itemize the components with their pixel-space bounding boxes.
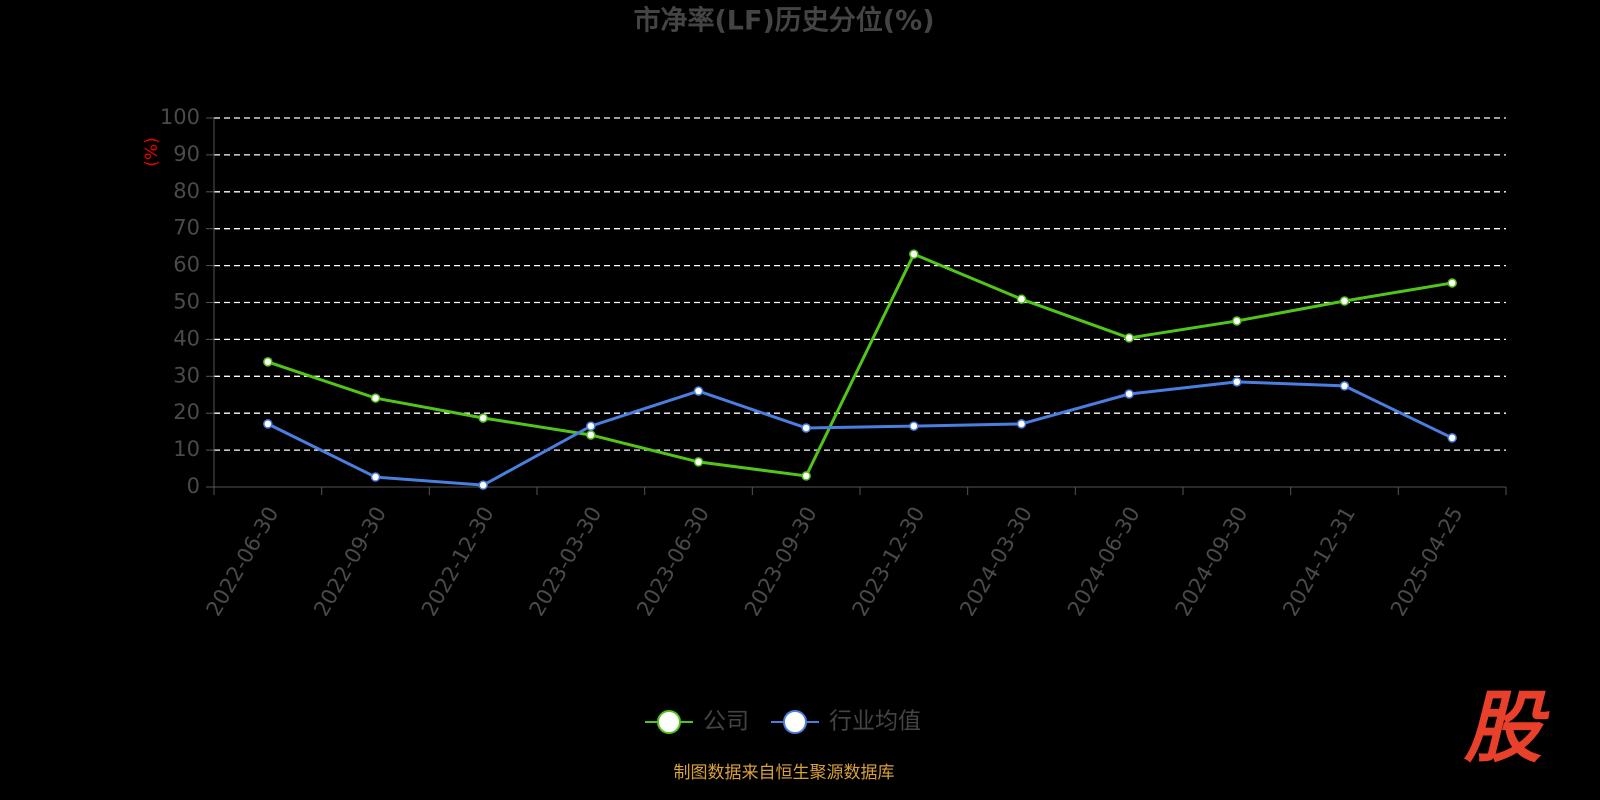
point <box>801 423 811 433</box>
x-tick-label: 2024-03-30 <box>955 503 1037 621</box>
point <box>909 421 919 431</box>
y-tick-label: 80 <box>173 179 200 203</box>
legend-marker <box>657 710 681 734</box>
y-tick-label: 10 <box>173 437 200 461</box>
y-tick-label: 40 <box>173 326 200 350</box>
point <box>1339 296 1350 306</box>
y-tick-label: 30 <box>173 363 200 387</box>
point <box>370 393 381 403</box>
series-line <box>267 380 1453 487</box>
y-tick-label: 20 <box>173 400 200 424</box>
point <box>1124 333 1134 343</box>
point <box>1447 433 1457 443</box>
y-tick-label: 0 <box>187 474 200 498</box>
x-tick-label: 2022-09-30 <box>309 503 391 621</box>
y-tick-label: 90 <box>173 142 200 166</box>
point <box>909 249 919 259</box>
x-tick-label: 2025-04-25 <box>1386 503 1468 621</box>
legend-marker <box>783 710 807 734</box>
point <box>693 386 704 396</box>
x-tick-label: 2023-12-30 <box>848 503 930 621</box>
point <box>1016 294 1027 304</box>
legend-label: 公司 <box>703 709 749 735</box>
point <box>801 471 811 481</box>
point <box>263 419 273 429</box>
point <box>586 430 596 440</box>
point <box>478 480 488 490</box>
x-tick-label: 2024-12-31 <box>1278 503 1360 621</box>
point <box>586 421 596 431</box>
y-axis-label: (%) <box>142 137 162 166</box>
x-tick-label: 2024-06-30 <box>1063 503 1145 621</box>
x-tick-label: 2022-06-30 <box>202 503 284 621</box>
point <box>263 357 273 367</box>
y-tick-label: 60 <box>173 253 200 277</box>
point <box>1339 381 1350 391</box>
x-tick-label: 2022-12-30 <box>417 503 499 621</box>
x-tick-label: 2023-03-30 <box>525 503 607 621</box>
point <box>1447 278 1457 288</box>
point <box>1016 419 1027 429</box>
y-tick-label: 70 <box>173 216 200 240</box>
x-tick-label: 2024-09-30 <box>1171 503 1253 621</box>
series-line <box>267 252 1453 478</box>
legend-label: 行业均值 <box>829 709 921 735</box>
point <box>1232 377 1242 387</box>
source-note: 制图数据来自恒生聚源数据库 <box>674 763 895 783</box>
y-tick-label: 100 <box>160 105 200 129</box>
point <box>1124 389 1134 399</box>
point <box>370 472 381 482</box>
x-tick-label: 2023-06-30 <box>632 503 714 621</box>
point <box>1232 316 1242 326</box>
chart-title: 市净率(LF)历史分位(%) <box>633 5 934 37</box>
point <box>478 413 488 423</box>
y-tick-label: 50 <box>173 290 200 314</box>
x-tick-label: 2023-09-30 <box>740 503 822 621</box>
logo: 股 <box>1463 683 1550 773</box>
point <box>693 457 704 467</box>
